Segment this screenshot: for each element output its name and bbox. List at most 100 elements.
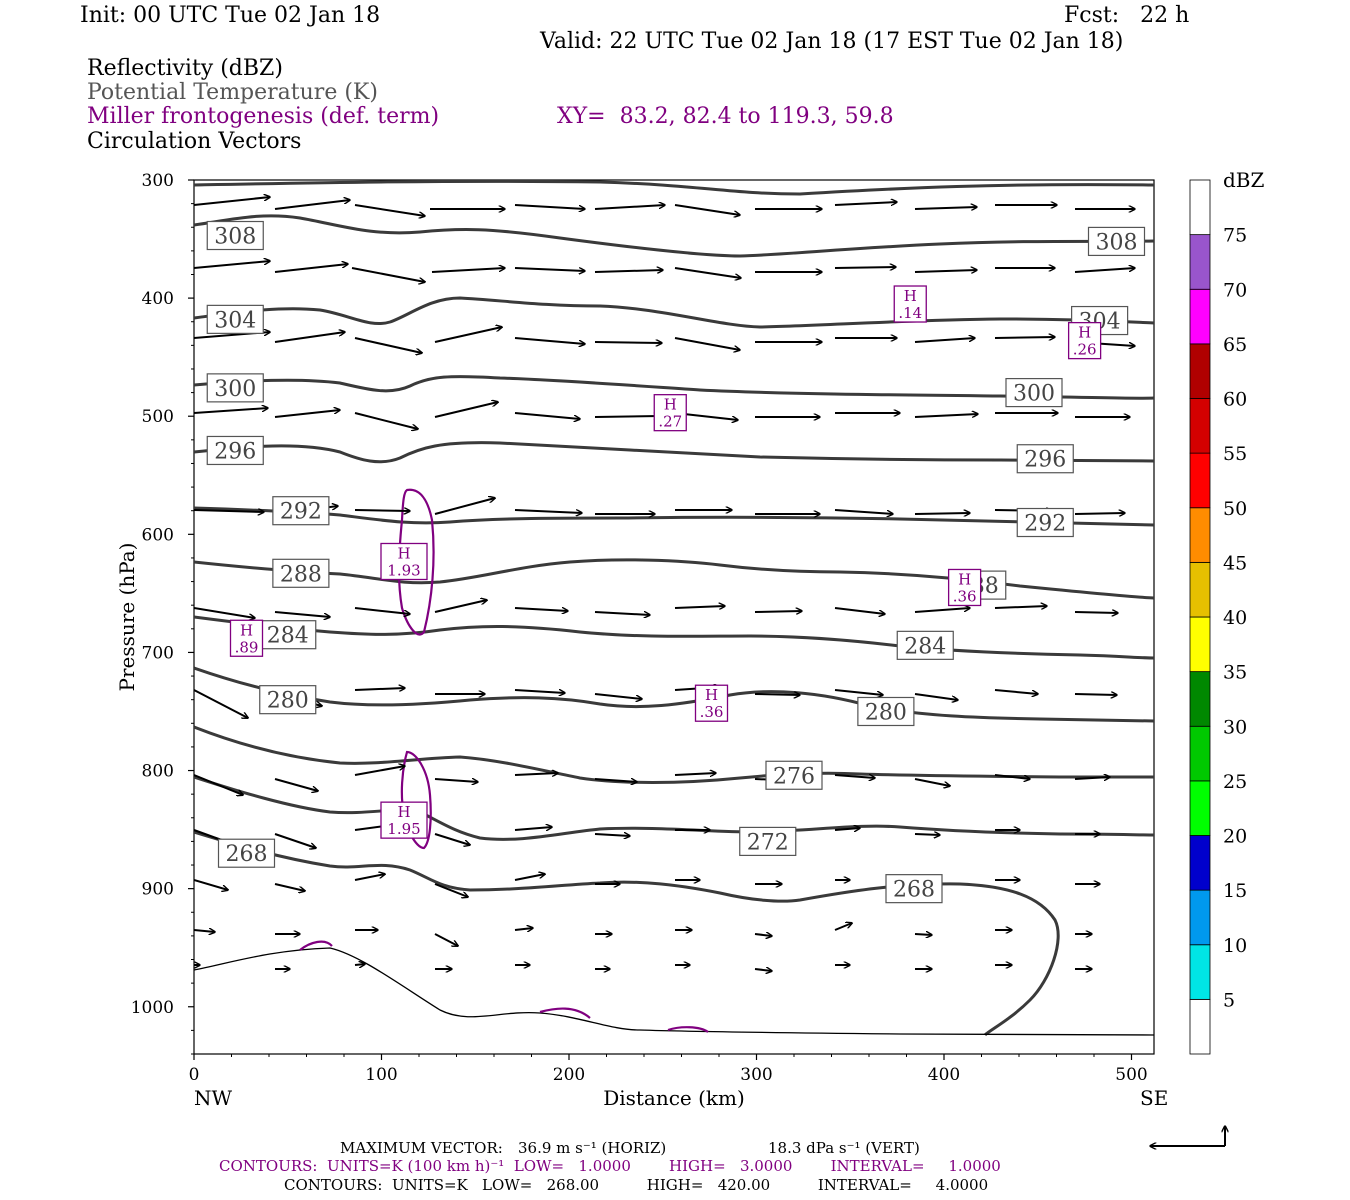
theta-label: 304 — [214, 308, 256, 333]
theta-label: 288 — [280, 562, 322, 587]
frontogenesis-max-box — [694, 684, 729, 722]
y-tick-label: 500 — [142, 407, 174, 427]
y-tick-label: 700 — [142, 643, 174, 663]
theta-label: 292 — [280, 500, 322, 525]
nw-label: NW — [194, 1086, 233, 1110]
y-tick-label: 600 — [142, 525, 174, 545]
theta-label: 284 — [267, 624, 309, 649]
circulation-vector — [434, 327, 502, 343]
frontogenesis-max-value: .36 — [700, 703, 724, 721]
y-tick-label: 1000 — [131, 998, 174, 1018]
circulation-vector — [354, 874, 385, 881]
theta-label-box — [857, 696, 915, 727]
theta-label: 268 — [893, 878, 935, 903]
circulation-vector — [514, 773, 558, 775]
theta-label-box — [896, 630, 954, 660]
frontogenesis-max-h: H — [904, 287, 917, 305]
reference-vector — [1150, 1126, 1225, 1146]
contours-frontogenesis-info: CONTOURS: UNITS=K (100 km h)⁻¹ LOW= 1.00… — [219, 1157, 1001, 1175]
y-axis-ticks: 300 400 500 600 700 800 900 1000 — [131, 171, 194, 1055]
colorbar-label: 10 — [1223, 935, 1247, 957]
circulation-vector — [274, 833, 316, 848]
colorbar-label: 70 — [1223, 279, 1247, 301]
circulation-vector — [354, 204, 425, 216]
circulation-vector — [914, 834, 940, 835]
frontogenesis-max-h: H — [958, 570, 971, 588]
circulation-vector — [1074, 777, 1110, 779]
y-tick-label: 400 — [142, 289, 174, 309]
contours-theta-info: CONTOURS: UNITS=K LOW= 268.00 HIGH= 420.… — [284, 1176, 989, 1194]
se-label: SE — [1140, 1086, 1168, 1110]
theta-label: 300 — [214, 377, 256, 402]
circulation-vector — [434, 778, 478, 782]
colorbar-label: 40 — [1223, 607, 1247, 629]
colorbar-segment — [1189, 944, 1211, 1000]
theta-label-box — [885, 874, 943, 904]
max-vector-horiz: 36.9 m s⁻¹ (HORIZ) — [518, 1139, 667, 1157]
circulation-vector — [594, 342, 662, 343]
circulation-vector — [274, 611, 330, 617]
circulation-vector — [194, 510, 264, 512]
theta-contour-280 — [194, 666, 1154, 723]
colorbar-label: 45 — [1223, 552, 1247, 574]
circulation-vector — [1074, 268, 1135, 273]
colorbar-label: 50 — [1223, 498, 1247, 520]
frontogenesis-contour-small-2 — [539, 1007, 591, 1019]
theta-contour-272 — [194, 775, 1154, 841]
frontogenesis-max-h: H — [397, 544, 410, 562]
colorbar-segment — [1189, 398, 1211, 454]
circulation-vector — [594, 205, 665, 210]
theta-contours — [194, 180, 1154, 1037]
circulation-vector — [914, 934, 932, 935]
theta-label: 296 — [214, 439, 256, 464]
colorbar-segment — [1189, 780, 1211, 836]
frontogenesis-max-h: H — [1078, 324, 1091, 342]
theta-label: 300 — [1013, 382, 1055, 407]
theta-label: 308 — [214, 225, 256, 250]
circulation-vector — [354, 688, 405, 690]
colorbar-segment — [1189, 835, 1211, 891]
circulation-vector — [274, 410, 340, 418]
circulation-vector — [754, 694, 800, 695]
circulation-vector — [434, 498, 495, 515]
frontogenesis-max-box — [1067, 321, 1102, 360]
y-tick-label: 800 — [142, 762, 174, 782]
forecast-hour: Fcst: 22 h — [1064, 3, 1190, 28]
circulation-vector — [194, 408, 268, 414]
circulation-vector — [594, 693, 642, 699]
lower-boundary-line — [194, 947, 1154, 1036]
colorbar-label: 65 — [1223, 334, 1247, 356]
circulation-vector — [834, 828, 860, 830]
colorbar-label: 55 — [1223, 443, 1247, 465]
frontogenesis-max-box — [947, 568, 982, 607]
theta-contour-284 — [194, 615, 1154, 660]
theta-label-box — [739, 826, 797, 857]
theta-label: 308 — [1096, 230, 1138, 255]
frontogenesis-max-h: H — [664, 396, 677, 414]
theta-label-box — [217, 838, 276, 868]
circulation-vector — [514, 827, 552, 830]
field-circulation-vectors: Circulation Vectors — [87, 129, 302, 154]
circulation-vector — [514, 337, 585, 344]
circulation-vector — [834, 774, 875, 778]
colorbar-segment — [1189, 616, 1211, 673]
circulation-vector — [1074, 513, 1125, 514]
x-tick-label: 200 — [553, 1065, 585, 1085]
circulation-vector — [514, 204, 585, 209]
circulation-vector — [834, 509, 893, 514]
theta-label: 292 — [1024, 512, 1066, 537]
colorbar-segment — [1189, 343, 1211, 399]
frontogenesis-max-box — [380, 542, 428, 581]
theta-label: 284 — [904, 634, 946, 659]
plot-frame — [193, 179, 1155, 1055]
theta-contour-300 — [194, 375, 1154, 400]
circulation-vector — [594, 834, 630, 836]
x-tick-label: 100 — [365, 1065, 397, 1085]
circulation-vector — [354, 337, 422, 353]
colorbar-segment — [1189, 452, 1211, 509]
circulation-vector — [431, 268, 505, 273]
circulation-vector — [674, 606, 725, 608]
frontogenesis-contour-small-3 — [667, 1026, 709, 1033]
circulation-vector — [754, 969, 772, 971]
field-reflectivity: Reflectivity (dBZ) — [87, 56, 283, 81]
